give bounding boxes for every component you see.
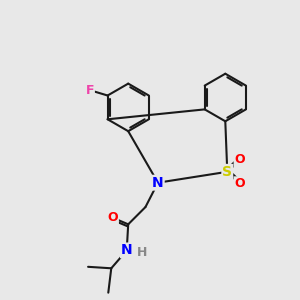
Text: O: O	[107, 211, 118, 224]
Text: S: S	[222, 165, 232, 179]
Text: H: H	[136, 246, 147, 259]
Text: F: F	[85, 84, 94, 97]
Text: N: N	[121, 244, 133, 257]
Text: N: N	[152, 176, 164, 190]
Text: O: O	[234, 177, 245, 190]
Text: O: O	[234, 153, 245, 167]
